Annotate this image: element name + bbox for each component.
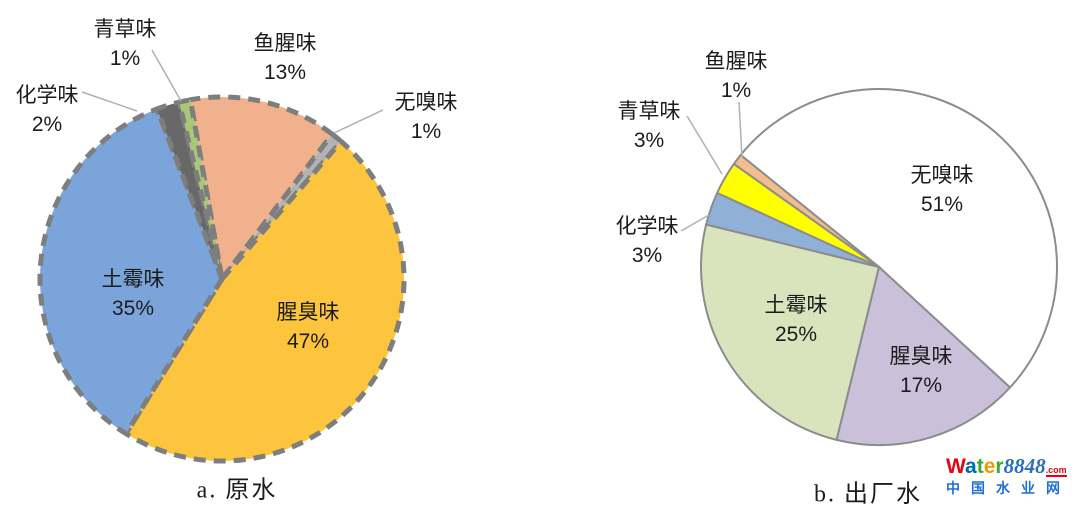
label-stinky-raw-pct: 47% [286, 330, 330, 353]
label-fishy-finished-name: 鱼腥味 [704, 50, 768, 73]
pie-finished-water-slice-musty [700, 223, 880, 441]
pie-finished-water-leader-line [686, 115, 723, 175]
label-stinky-raw-name: 腥臭味 [276, 301, 340, 324]
label-grassy-raw: 青草味 1% [94, 15, 157, 73]
label-odorless-finished-pct: 51% [920, 193, 964, 216]
label-odorless-finished: 无嗅味 51% [911, 161, 974, 219]
label-chemical-raw-name: 化学味 [15, 84, 79, 107]
label-odorless-raw: 无嗅味 1% [395, 88, 458, 146]
pie-raw-water-leader-line [151, 49, 182, 102]
watermark-brand-letters: Water [946, 455, 1004, 478]
label-fishy-raw: 鱼腥味 13% [254, 29, 317, 87]
label-odorless-finished-name: 无嗅味 [910, 164, 974, 187]
watermark-brand-number: 8848 [1003, 454, 1046, 478]
label-musty-finished-pct: 25% [774, 323, 818, 346]
pie-raw-water-leader-line [81, 91, 138, 112]
pie-raw-water-slice-fishy [187, 94, 335, 282]
label-grassy-raw-name: 青草味 [93, 18, 157, 41]
watermark-letter: W [946, 455, 966, 478]
label-grassy-finished-pct: 3% [633, 129, 665, 152]
pie-finished-water-slice-fishy [732, 153, 880, 268]
label-fishy-finished: 鱼腥味 1% [705, 47, 768, 105]
label-stinky-raw: 腥臭味 47% [277, 298, 340, 356]
label-chemical-finished: 化学味 3% [616, 212, 679, 270]
label-musty-raw-name: 土霉味 [101, 268, 165, 291]
pie-raw-water-slice-musty [37, 106, 225, 437]
watermark-water8848: Water8848.com 中国水业网 [946, 456, 1078, 495]
watermark-letter: a [965, 455, 977, 478]
watermark-letter: r [995, 455, 1004, 478]
pie-raw-water-slice-grassy [176, 97, 225, 282]
label-musty-raw-pct: 35% [111, 297, 155, 320]
label-chemical-finished-pct: 3% [631, 244, 663, 267]
pie-finished-water-slice-stinky [835, 266, 1012, 446]
pie-raw-water-leader-line [333, 109, 384, 134]
label-chemical-raw-pct: 2% [31, 113, 63, 136]
label-chemical-raw: 化学味 2% [16, 81, 79, 139]
pie-finished-water-leader-line [738, 101, 743, 158]
caption-finished-water: b. 出厂水 [814, 481, 922, 508]
watermark-letter: t [976, 455, 984, 478]
label-musty-finished-name: 土霉味 [764, 294, 828, 317]
watermark-brand: Water8848.com [946, 456, 1078, 477]
label-chemical-finished-name: 化学味 [615, 215, 679, 238]
watermark-letter: e [983, 455, 996, 478]
label-fishy-raw-pct: 13% [263, 61, 307, 84]
watermark-subtitle: 中国水业网 [946, 480, 1071, 496]
watermark-tld: .com [1045, 465, 1067, 477]
label-musty-raw: 土霉味 35% [102, 265, 165, 323]
label-odorless-raw-name: 无嗅味 [394, 91, 458, 114]
label-grassy-finished-name: 青草味 [617, 100, 681, 123]
pie-finished-water-slice-odorless [739, 88, 1059, 389]
label-stinky-finished: 腥臭味 17% [890, 342, 953, 400]
pie-raw-water-slice-stinky [123, 138, 407, 464]
pie-finished-water [680, 88, 1059, 446]
label-odorless-raw-pct: 1% [410, 120, 442, 143]
caption-raw-water: a. 原水 [196, 477, 278, 504]
label-fishy-finished-pct: 1% [720, 79, 752, 102]
label-fishy-raw-name: 鱼腥味 [253, 32, 317, 55]
label-stinky-finished-name: 腥臭味 [889, 345, 953, 368]
label-grassy-raw-pct: 1% [109, 47, 141, 70]
pie-finished-water-leader-line [680, 214, 710, 232]
label-musty-finished: 土霉味 25% [765, 291, 828, 349]
label-stinky-finished-pct: 17% [899, 374, 943, 397]
label-grassy-finished: 青草味 3% [618, 97, 681, 155]
pie-raw-water [37, 49, 407, 464]
